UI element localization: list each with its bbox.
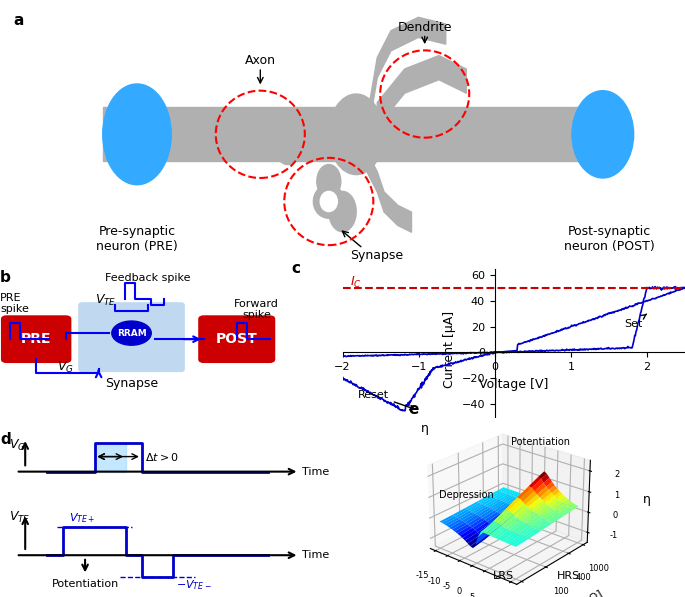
Text: b: b [0,270,11,285]
FancyBboxPatch shape [79,303,184,371]
Text: RRAM: RRAM [116,328,147,338]
X-axis label: Voltage [V]: Voltage [V] [479,378,549,391]
Text: Depression: Depression [439,491,494,500]
Ellipse shape [103,84,171,184]
Y-axis label: R₀ [kΩ]: R₀ [kΩ] [565,588,604,597]
Text: c: c [291,260,300,276]
Text: $-V_{TE-}$: $-V_{TE-}$ [177,578,212,592]
Text: η: η [421,422,429,435]
Text: Post-synaptic
neuron (POST): Post-synaptic neuron (POST) [564,225,655,253]
Text: $V_{TE}$: $V_{TE}$ [10,510,31,525]
Text: Synapse: Synapse [350,249,403,262]
Text: Synapse: Synapse [105,377,158,390]
Ellipse shape [316,165,341,198]
Text: PRE: PRE [21,332,51,346]
Ellipse shape [572,91,634,178]
Ellipse shape [320,192,337,211]
Text: Reset: Reset [358,390,414,410]
Ellipse shape [313,184,345,219]
Text: $V_G$: $V_G$ [58,360,74,375]
Text: Forward
spike: Forward spike [234,299,279,321]
Ellipse shape [329,192,356,232]
Circle shape [112,321,151,345]
Text: Time: Time [303,467,329,476]
Text: Potentiation: Potentiation [51,578,119,589]
Text: Axon: Axon [245,54,276,67]
Text: Time: Time [303,550,329,560]
FancyBboxPatch shape [199,316,275,362]
FancyBboxPatch shape [1,316,71,362]
Ellipse shape [329,94,384,174]
Text: Dendrite: Dendrite [397,20,452,33]
Text: Feedback spike: Feedback spike [105,273,190,283]
Text: POST: POST [216,332,258,346]
Text: d: d [0,432,11,447]
Text: e: e [408,402,419,417]
Text: Set: Set [624,314,647,329]
Text: $\Delta t>0$: $\Delta t>0$ [145,451,179,463]
Ellipse shape [274,124,301,165]
Text: HRS: HRS [557,571,580,581]
Text: PRE
spike: PRE spike [0,293,29,315]
Text: $V_{TE}$: $V_{TE}$ [95,293,116,309]
Ellipse shape [236,111,271,158]
Y-axis label: Current [μA]: Current [μA] [443,310,456,388]
Text: $V_{TE+}$: $V_{TE+}$ [69,511,96,525]
Text: Pre-synaptic
neuron (PRE): Pre-synaptic neuron (PRE) [96,225,178,253]
Text: a: a [14,13,24,29]
Text: $V_G$: $V_G$ [10,438,26,453]
Text: $I_C$: $I_C$ [350,275,362,290]
Text: LRS: LRS [493,571,514,581]
Text: Potentiation: Potentiation [510,437,570,447]
